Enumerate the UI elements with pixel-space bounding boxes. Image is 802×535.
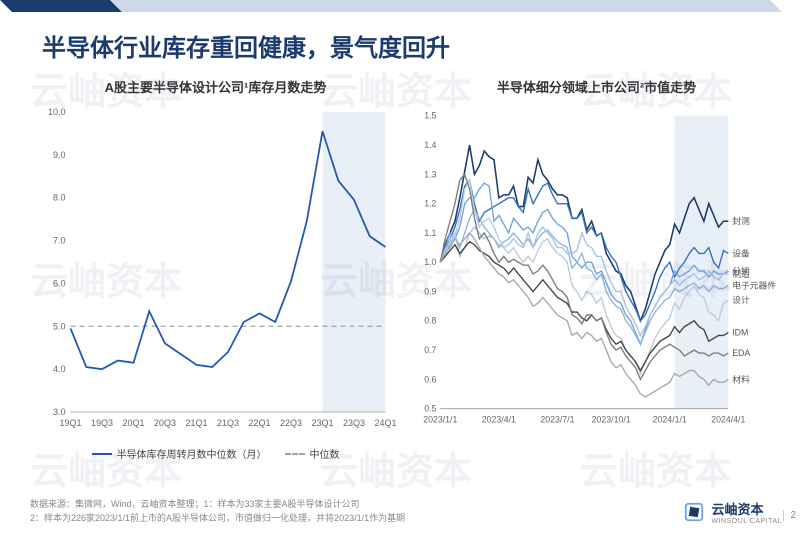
- svg-text:19Q3: 19Q3: [91, 418, 113, 428]
- svg-text:2023/7/1: 2023/7/1: [540, 414, 574, 424]
- svg-text:2024/1/1: 2024/1/1: [653, 414, 687, 424]
- footer-logo-icon: [683, 501, 705, 523]
- svg-text:7.0: 7.0: [53, 236, 66, 246]
- svg-text:封测: 封测: [732, 215, 750, 226]
- chart-right-svg: 0.5 0.6 0.7 0.8 0.9 1.0 1.1 1.2 1.3 1.4 1.5 2023/1/…: [411, 102, 782, 442]
- svg-text:10.0: 10.0: [48, 107, 66, 117]
- svg-text:21Q3: 21Q3: [217, 418, 239, 428]
- svg-text:EDA: EDA: [732, 348, 750, 358]
- footer-brand-sub: WINSOUL CAPITAL: [711, 518, 782, 525]
- svg-text:0.7: 0.7: [424, 345, 436, 355]
- svg-text:5.0: 5.0: [53, 321, 66, 331]
- svg-text:8.0: 8.0: [53, 193, 66, 203]
- svg-text:电子元器件: 电子元器件: [732, 280, 776, 291]
- header-slant-dark: [0, 0, 122, 12]
- svg-text:设计: 设计: [732, 294, 750, 305]
- svg-text:2023/4/1: 2023/4/1: [482, 414, 516, 424]
- svg-text:1.5: 1.5: [424, 111, 436, 121]
- svg-text:3.0: 3.0: [53, 407, 66, 417]
- footnote-line1: 数据来源：集微网，Wind，云岫资本整理；1：样本为33家主要A股半导体设计公司: [30, 498, 405, 512]
- legend-series-label: 半导体库存周转月数中位数（月）: [117, 446, 267, 461]
- svg-text:材料: 材料: [732, 373, 750, 384]
- svg-text:0.6: 0.6: [424, 374, 436, 384]
- svg-text:21Q1: 21Q1: [185, 418, 207, 428]
- chart-right-title: 半导体细分领域上市公司²市值走势: [497, 77, 696, 96]
- header-slant-light: [110, 0, 782, 12]
- svg-text:1.2: 1.2: [424, 199, 436, 209]
- svg-text:22Q1: 22Q1: [248, 418, 270, 428]
- svg-text:20Q3: 20Q3: [154, 418, 176, 428]
- svg-text:制造: 制造: [732, 268, 750, 279]
- svg-text:0.8: 0.8: [424, 316, 436, 326]
- svg-text:2023/1/1: 2023/1/1: [423, 414, 457, 424]
- svg-text:0.5: 0.5: [424, 404, 436, 414]
- svg-text:0.9: 0.9: [424, 286, 436, 296]
- legend-median-label: 中位数: [310, 446, 340, 461]
- chart-left-svg: 3.0 4.0 5.0 6.0 7.0 8.0 9.0 10.0 19Q1 19Q3 20Q1 20Q…: [30, 102, 401, 442]
- svg-text:19Q1: 19Q1: [59, 418, 81, 428]
- footnote: 数据来源：集微网，Wind，云岫资本整理；1：样本为33家主要A股半导体设计公司…: [30, 498, 405, 525]
- svg-text:1.1: 1.1: [424, 228, 436, 238]
- header-bar: [0, 0, 802, 18]
- footnote-line2: 2：样本为226家2023/1/1前上市的A股半导体公司，市值做归一化处理，并将…: [30, 512, 405, 526]
- chart-left-title: A股主要半导体设计公司¹库存月数走势: [105, 77, 327, 96]
- svg-text:20Q1: 20Q1: [122, 418, 144, 428]
- chart-right: 半导体细分领域上市公司²市值走势 0.5 0.6 0.7 0.8 0.9 1.0 1.1 1.…: [411, 77, 782, 461]
- page-number: 2: [783, 510, 796, 521]
- svg-text:设备: 设备: [732, 247, 750, 258]
- svg-text:2024/4/1: 2024/4/1: [711, 414, 745, 424]
- svg-text:2023/10/1: 2023/10/1: [592, 414, 631, 424]
- svg-text:6.0: 6.0: [53, 278, 66, 288]
- chart-left: A股主要半导体设计公司¹库存月数走势 3.0 4.0 5.0 6.0 7.0 8.0 9.0…: [30, 77, 401, 461]
- svg-text:1.4: 1.4: [424, 140, 436, 150]
- svg-text:1.0: 1.0: [424, 257, 436, 267]
- svg-text:23Q3: 23Q3: [343, 418, 365, 428]
- svg-text:22Q3: 22Q3: [280, 418, 302, 428]
- footer-brand: 云岫资本: [711, 502, 763, 517]
- legend-median: 中位数: [285, 446, 340, 461]
- svg-text:1.3: 1.3: [424, 169, 436, 179]
- svg-text:9.0: 9.0: [53, 150, 66, 160]
- svg-text:4.0: 4.0: [53, 364, 66, 374]
- legend-series: 半导体库存周转月数中位数（月）: [92, 446, 267, 461]
- svg-text:IDM: IDM: [732, 327, 748, 337]
- svg-text:24Q1: 24Q1: [374, 418, 396, 428]
- svg-text:23Q1: 23Q1: [311, 418, 333, 428]
- footer-logo: 云岫资本 WINSOUL CAPITAL: [683, 499, 782, 525]
- chart-left-legend: 半导体库存周转月数中位数（月） 中位数: [92, 446, 340, 461]
- charts-row: A股主要半导体设计公司¹库存月数走势 3.0 4.0 5.0 6.0 7.0 8.0 9.0…: [0, 63, 802, 461]
